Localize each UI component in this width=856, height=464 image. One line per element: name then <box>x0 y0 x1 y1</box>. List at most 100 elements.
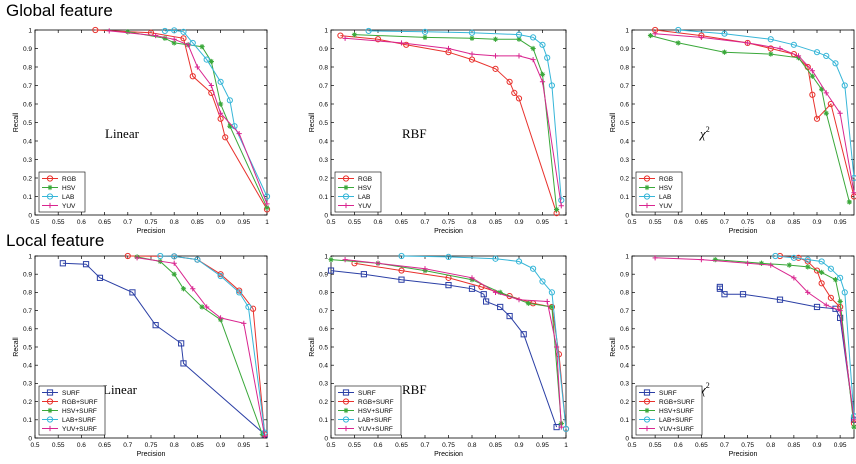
y-tick-label: 0.6 <box>620 326 629 333</box>
data-point <box>180 35 187 42</box>
x-tick-label: 0.85 <box>489 442 502 449</box>
data-point <box>342 35 348 41</box>
legend-label: YUV <box>358 203 372 210</box>
y-tick-label: 0.8 <box>620 64 629 71</box>
data-point <box>180 360 187 367</box>
data-point <box>516 36 522 42</box>
data-point <box>227 123 233 129</box>
data-point <box>497 289 503 295</box>
data-point <box>823 90 829 96</box>
data-point <box>511 89 518 97</box>
x-tick-label: 0.7 <box>420 442 429 449</box>
x-tick-label: 0.6 <box>77 219 86 226</box>
y-tick-label: 0.7 <box>620 83 629 90</box>
data-point <box>236 289 243 296</box>
series-line <box>368 30 562 201</box>
data-point <box>445 253 452 261</box>
legend-label: LAB <box>358 194 370 201</box>
legend-entry: YUV <box>639 203 673 210</box>
x-tick-label: 0.6 <box>674 442 683 449</box>
series-yuv-surf <box>134 255 268 439</box>
y-tick-label: 0.3 <box>319 381 328 388</box>
legend-label: YUV+SURF <box>358 426 393 433</box>
data-point <box>530 265 537 272</box>
legend-entry: LAB <box>338 193 370 201</box>
data-point <box>819 86 825 92</box>
x-tick-label: 0.5 <box>326 442 335 449</box>
y-tick-label: 0.4 <box>319 363 328 370</box>
legend-marker <box>644 425 650 432</box>
data-point <box>328 257 334 263</box>
x-tick-label: 0.95 <box>834 219 847 226</box>
legend-entry: HSV <box>639 185 673 192</box>
legend-entry: HSV <box>338 185 372 192</box>
legend-marker <box>46 389 54 396</box>
legend-marker <box>342 193 350 200</box>
x-tick-label: 0.8 <box>170 442 179 449</box>
data-point <box>468 29 476 36</box>
data-point <box>208 58 214 65</box>
y-tick-label: 0 <box>28 435 32 442</box>
data-point <box>162 35 168 41</box>
x-tick-label: 0.7 <box>123 219 132 226</box>
data-point <box>398 276 405 283</box>
data-point <box>171 40 177 46</box>
series-surf <box>59 260 268 438</box>
data-point <box>398 252 405 260</box>
x-tick-label: 0.9 <box>216 442 225 449</box>
chart-local-chi2: 0.5 0.55 0.6 0.65 0.7 0.75 0.8 0.85 0.9 0.95 0 0.1 0… <box>610 252 856 458</box>
y-tick-label: 0.7 <box>319 83 328 90</box>
data-point <box>178 340 185 347</box>
x-tick-label: 0.6 <box>77 442 86 449</box>
y-tick-label: 0.2 <box>319 399 328 406</box>
legend-label: RGB+SURF <box>659 399 695 406</box>
data-point <box>194 256 201 263</box>
legend-entry: LAB+SURF <box>639 416 693 424</box>
legend-entry: LAB+SURF <box>42 416 96 424</box>
y-tick-label: 0.3 <box>23 157 32 164</box>
data-point <box>539 71 546 77</box>
data-point <box>398 40 405 46</box>
data-point <box>818 280 825 287</box>
x-tick-label: 0.6 <box>373 442 382 449</box>
data-point <box>218 101 224 107</box>
data-point <box>516 53 522 59</box>
legend-label: LAB <box>659 194 671 201</box>
legend-entry: RGB+SURF <box>639 398 695 406</box>
legend-marker <box>47 184 53 191</box>
data-point <box>768 262 774 268</box>
legend-entry: RGB+SURF <box>42 398 98 406</box>
x-tick-label: 0.8 <box>766 442 775 449</box>
kernel-label: RBF <box>402 126 427 141</box>
series-line <box>354 34 558 210</box>
chart-global-chi2: 0.5 0.55 0.6 0.65 0.7 0.75 0.8 0.85 0.9 0.95 0 0.1 0… <box>610 26 856 235</box>
kernel-label: Linear <box>105 126 140 141</box>
y-axis-label: Recall <box>610 337 617 357</box>
data-point <box>805 264 811 270</box>
data-point <box>124 252 131 260</box>
y-tick-label: 0.1 <box>620 194 629 201</box>
data-point <box>539 278 546 285</box>
data-point <box>539 41 546 48</box>
legend-label: RGB <box>62 176 76 183</box>
y-tick-label: 0.6 <box>23 326 32 333</box>
legend-entry: YUV+SURF <box>42 426 97 433</box>
legend: RGB HSV LAB YUV <box>635 171 683 213</box>
y-tick-label: 0.2 <box>23 399 32 406</box>
series-yuv-surf <box>652 255 856 423</box>
x-tick-label: 1 <box>564 442 568 449</box>
data-point <box>809 68 815 74</box>
y-axis-label: Recall <box>309 337 316 357</box>
x-tick-label: 0.6 <box>373 219 382 226</box>
chart-global-linear: 0.5 0.55 0.6 0.65 0.7 0.75 0.8 0.85 0.9 0.95 1 0 0.1… <box>13 26 271 235</box>
legend: SURF RGB+SURF HSV+SURF LAB+SURF YUV+SURF <box>38 385 106 436</box>
data-point <box>791 275 797 281</box>
data-point <box>492 36 499 42</box>
legend-label: HSV <box>358 185 372 192</box>
y-tick-label: 0.1 <box>23 194 32 201</box>
data-point <box>837 110 843 116</box>
legend-entry: YUV+SURF <box>639 426 694 433</box>
data-point <box>106 28 112 34</box>
series-line <box>164 29 268 197</box>
x-tick-label: 0.95 <box>536 219 549 226</box>
